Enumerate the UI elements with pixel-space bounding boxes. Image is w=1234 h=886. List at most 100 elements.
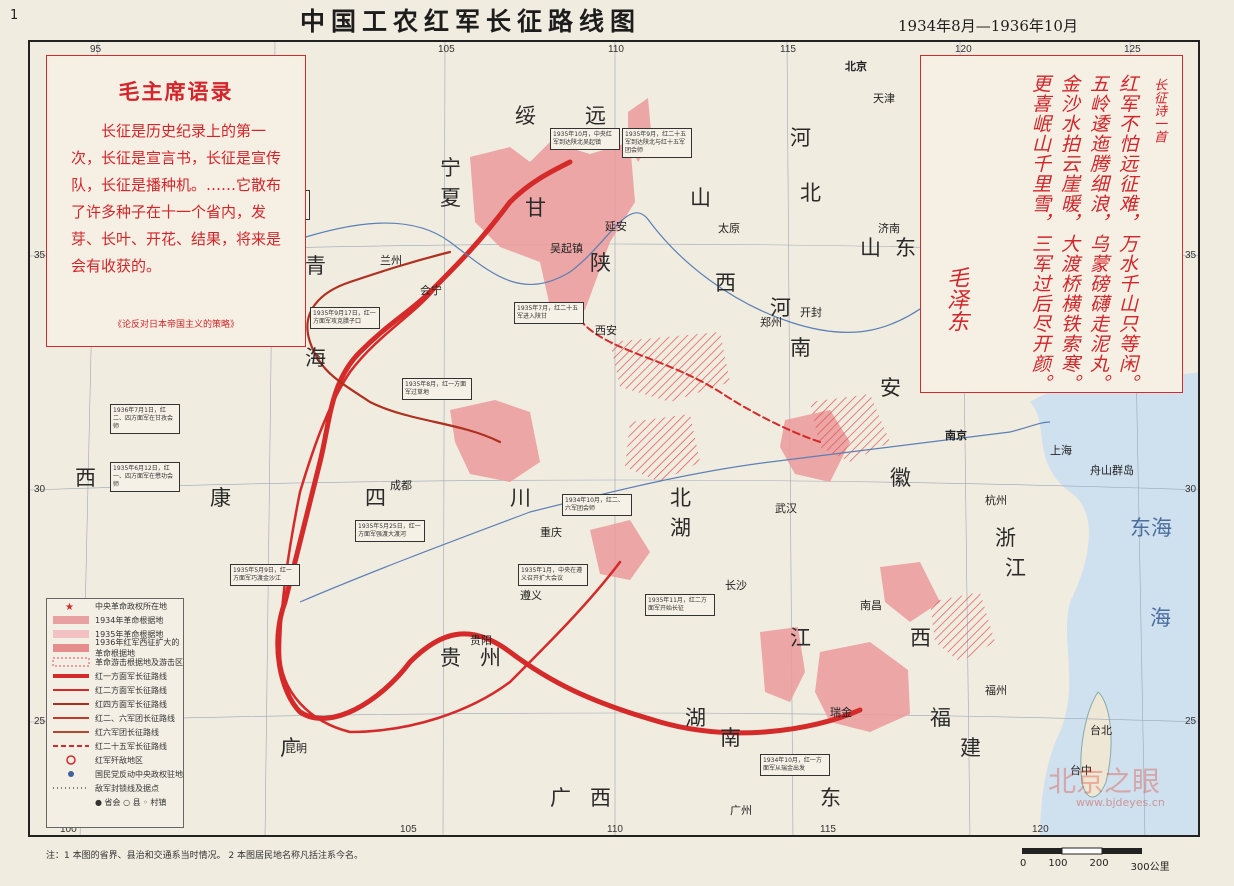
yellow-river (289, 212, 931, 333)
map-legend: ★ 中央革命政权所在地 1934年革命根据地 1935年革命根据地 1936年红军西征扩… (46, 598, 184, 828)
province-label: 徽 (890, 466, 911, 490)
legend-symbol (53, 616, 89, 624)
event-callout: 1935年10月，中央红军到达陕北吴起镇 (550, 128, 620, 150)
place-label: 昆明 (285, 742, 307, 755)
lat-label: 30 (1185, 484, 1197, 495)
legend-label: 国民党反动中央政权驻地 (95, 769, 183, 779)
legend-label: 1936年红军西征扩大的革命根据地 (95, 638, 180, 658)
province-label: 海 (305, 346, 326, 370)
province-label: 安 (880, 376, 901, 400)
legend-row: 革命游击根据地及游击区 (47, 655, 183, 669)
legend-label: 1935年革命根据地 (95, 629, 164, 639)
event-callout: 1935年1月，中央在遵义召开扩大会议 (518, 564, 588, 586)
guerrilla-zone-2 (625, 414, 700, 482)
province-label: 陕 (590, 251, 611, 275)
legend-row: 红二、六军团长征路线 (47, 711, 183, 725)
province-label: 州 (480, 646, 501, 670)
place-label: 成都 (390, 479, 412, 492)
legend-label: 敌军封锁线及据点 (95, 783, 159, 793)
legend-symbol (53, 644, 89, 652)
taiwan (1080, 691, 1112, 798)
province-label: 山 (690, 186, 711, 210)
event-callout: 1935年5月9日，红一方面军巧渡金沙江 (230, 564, 300, 586)
lon-label: 105 (400, 824, 417, 835)
legend-symbol: ★ (65, 602, 74, 611)
place-label: 天津 (873, 92, 895, 105)
event-callout: 1935年9月，红二十五军到达陕北与红十五军团会师 (622, 128, 692, 158)
legend-label: 革命游击根据地及游击区 (95, 657, 183, 667)
legend-label: 中央革命政权所在地 (95, 601, 167, 611)
legend-row: 国民党反动中央政权驻地 (47, 767, 183, 781)
scale-tick: 200 (1089, 858, 1109, 869)
page-number: 1 (10, 8, 19, 23)
place-label: 广州 (730, 804, 752, 817)
province-label: 贵 (440, 646, 461, 670)
quote-title: 毛主席语录 (118, 79, 234, 104)
lon-label: 100 (60, 824, 77, 835)
place-label: 南京 (945, 429, 967, 442)
place-label: 北京 (845, 60, 867, 73)
legend-symbol (53, 731, 89, 733)
rivers (289, 212, 1051, 603)
poem-signature: 毛泽东 (943, 266, 968, 332)
second-front-army-route (278, 280, 622, 734)
legend-symbol (53, 689, 89, 691)
province-label: 绥 (515, 104, 536, 128)
poem-lines: 红军不怕远征难，万水千山只等闲。 五岭逶迤腾细浪，乌蒙磅礴走泥丸。 金沙水拍云崖… (1026, 74, 1140, 394)
event-callout: 1935年8月，红一方面军过草地 (402, 378, 472, 400)
province-label: 夏 (440, 186, 461, 210)
province-label: 西 (590, 786, 611, 810)
long-march-poem-box: 长征诗一首 红军不怕远征难，万水千山只等闲。 五岭逶迤腾细浪，乌蒙磅礴走泥丸。 … (920, 55, 1183, 394)
lat-label: 35 (34, 250, 46, 261)
province-label: 东 (820, 786, 841, 810)
legend-symbol (52, 657, 90, 667)
watermark-url: www.bjdeyes.cn (1076, 796, 1165, 809)
event-callout: 1936年7月1日，红二、四方面军在甘孜会师 (110, 404, 180, 434)
lon-label: 105 (438, 44, 455, 55)
place-label: 瑞金 (830, 706, 852, 719)
province-label: 东 (895, 236, 916, 260)
province-label: 远 (585, 104, 606, 128)
place-label: 长沙 (725, 579, 747, 592)
legend-row: ★ 中央革命政权所在地 (47, 599, 183, 613)
legend-row: 1934年革命根据地 (47, 613, 183, 627)
long-march-routes (275, 159, 863, 736)
map-canvas (30, 42, 1198, 835)
legend-symbol (68, 771, 74, 777)
lat-label: 30 (34, 484, 46, 495)
province-label: 甘 (525, 196, 546, 220)
svg-text:★: ★ (65, 602, 74, 611)
place-label: 舟山群岛 (1090, 464, 1134, 477)
legend-label: 红二、六军团长征路线 (95, 713, 175, 723)
scale-tick: 100 (1048, 858, 1068, 869)
legend-row: 红一方面军长征路线 (47, 669, 183, 683)
place-label: 贵阳 (470, 634, 492, 647)
sea-label: 东海 (1130, 516, 1172, 540)
legend-row: 红二方面军长征路线 (47, 683, 183, 697)
place-label: 济南 (878, 222, 900, 235)
province-label: 南 (720, 726, 741, 750)
legend-label: 红六军团长征路线 (95, 727, 159, 737)
legend-symbol (53, 703, 89, 705)
province-label: 山 (860, 236, 881, 260)
event-callout: 1935年6月12日，红一、四方面军在懋功会师 (110, 462, 180, 492)
legend-symbol (51, 797, 91, 807)
legend-symbol (53, 745, 89, 747)
legend-row: 1935年革命根据地 (47, 627, 183, 641)
lon-label: 110 (608, 44, 624, 55)
legend-row: 红二十五军长征路线 (47, 739, 183, 753)
first-front-army-route (275, 159, 863, 736)
lat-label: 25 (34, 716, 46, 727)
scale-ticks: 0 100 200 300公里 (1020, 858, 1190, 873)
place-label: 重庆 (540, 526, 562, 539)
place-label: 南昌 (860, 599, 882, 612)
lon-label: 110 (607, 824, 623, 835)
shaanbei-base-area (470, 142, 635, 310)
poem-line: 红军不怕远征难，万水千山只等闲。 (1116, 74, 1138, 394)
legend-symbol (53, 674, 89, 678)
xianggan-base-area (760, 627, 805, 702)
legend-symbol (53, 630, 89, 638)
province-label: 宁 (440, 156, 461, 180)
place-label: 开封 (800, 306, 822, 319)
event-callout: 1935年5月25日，红一方面军强渡大渡河 (355, 520, 425, 542)
